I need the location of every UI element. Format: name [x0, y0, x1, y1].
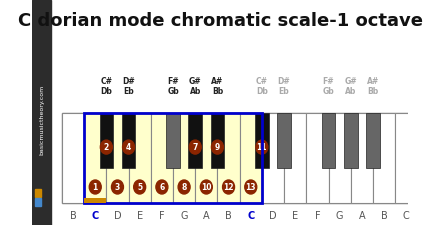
Text: C: C — [403, 211, 410, 221]
Text: Gb: Gb — [323, 87, 334, 96]
Bar — [240, 113, 262, 203]
Text: D#: D# — [122, 77, 135, 86]
Text: D#: D# — [278, 77, 290, 86]
Text: 4: 4 — [126, 143, 131, 152]
Text: Bb: Bb — [367, 87, 378, 96]
Text: E: E — [292, 211, 298, 221]
Text: Gb: Gb — [167, 87, 179, 96]
Bar — [62, 113, 418, 203]
Text: A: A — [203, 211, 209, 221]
Bar — [84, 198, 106, 203]
Circle shape — [89, 180, 101, 194]
Circle shape — [256, 140, 268, 154]
Bar — [344, 113, 358, 168]
Bar — [99, 113, 113, 168]
Circle shape — [223, 180, 235, 194]
Circle shape — [123, 140, 135, 154]
Text: 2: 2 — [104, 143, 109, 152]
Circle shape — [189, 140, 201, 154]
Text: G: G — [180, 211, 188, 221]
Text: F: F — [315, 211, 320, 221]
Text: Db: Db — [100, 87, 112, 96]
Text: 1: 1 — [92, 182, 98, 191]
Bar — [84, 113, 106, 203]
Text: A: A — [359, 211, 365, 221]
Text: 12: 12 — [223, 182, 234, 191]
Bar — [62, 113, 84, 203]
Bar — [122, 113, 136, 168]
Text: G#: G# — [345, 77, 357, 86]
Text: G#: G# — [189, 77, 202, 86]
Circle shape — [178, 180, 190, 194]
Text: Ab: Ab — [190, 87, 201, 96]
Text: B: B — [70, 211, 77, 221]
Text: Eb: Eb — [123, 87, 134, 96]
Bar — [173, 113, 195, 203]
Text: 13: 13 — [246, 182, 256, 191]
Bar — [188, 113, 202, 168]
Text: B: B — [225, 211, 232, 221]
Bar — [217, 113, 240, 203]
Bar — [151, 113, 173, 203]
Bar — [262, 113, 284, 203]
Circle shape — [245, 180, 257, 194]
Bar — [84, 113, 262, 203]
Text: 5: 5 — [137, 182, 142, 191]
Text: B: B — [381, 211, 388, 221]
Text: 7: 7 — [193, 143, 198, 152]
Circle shape — [212, 140, 224, 154]
Text: E: E — [136, 211, 143, 221]
Text: Eb: Eb — [279, 87, 290, 96]
Bar — [128, 113, 151, 203]
Circle shape — [134, 180, 146, 194]
Circle shape — [100, 140, 112, 154]
Text: D: D — [269, 211, 277, 221]
Text: 3: 3 — [115, 182, 120, 191]
Text: 8: 8 — [181, 182, 187, 191]
Circle shape — [156, 180, 168, 194]
Text: 11: 11 — [257, 143, 267, 152]
Text: G: G — [336, 211, 343, 221]
Text: C dorian mode chromatic scale-1 octave: C dorian mode chromatic scale-1 octave — [18, 12, 422, 30]
Text: C#: C# — [256, 77, 268, 86]
Bar — [373, 113, 395, 203]
Text: D: D — [114, 211, 121, 221]
Bar — [195, 113, 217, 203]
Bar — [35, 198, 41, 206]
Bar — [284, 113, 306, 203]
Text: C: C — [92, 211, 99, 221]
Bar — [35, 189, 41, 197]
Bar — [366, 113, 380, 168]
Bar — [32, 0, 51, 225]
Text: Bb: Bb — [212, 87, 223, 96]
Text: 10: 10 — [201, 182, 212, 191]
Bar — [255, 113, 269, 168]
Bar — [211, 113, 224, 168]
Text: basicmusictheory.com: basicmusictheory.com — [39, 85, 44, 155]
Text: F#: F# — [167, 77, 179, 86]
Bar — [306, 113, 329, 203]
Text: 9: 9 — [215, 143, 220, 152]
Bar — [351, 113, 373, 203]
Bar — [277, 113, 291, 168]
Text: A#: A# — [367, 77, 379, 86]
Bar — [329, 113, 351, 203]
Circle shape — [200, 180, 213, 194]
Circle shape — [111, 180, 124, 194]
Text: 6: 6 — [159, 182, 165, 191]
Text: A#: A# — [211, 77, 224, 86]
Bar — [322, 113, 335, 168]
Text: Ab: Ab — [345, 87, 356, 96]
Bar — [106, 113, 128, 203]
Bar — [166, 113, 180, 168]
Text: C: C — [247, 211, 254, 221]
Text: F: F — [159, 211, 165, 221]
Text: Db: Db — [256, 87, 268, 96]
Bar — [395, 113, 418, 203]
Text: C#: C# — [100, 77, 112, 86]
Text: F#: F# — [323, 77, 334, 86]
